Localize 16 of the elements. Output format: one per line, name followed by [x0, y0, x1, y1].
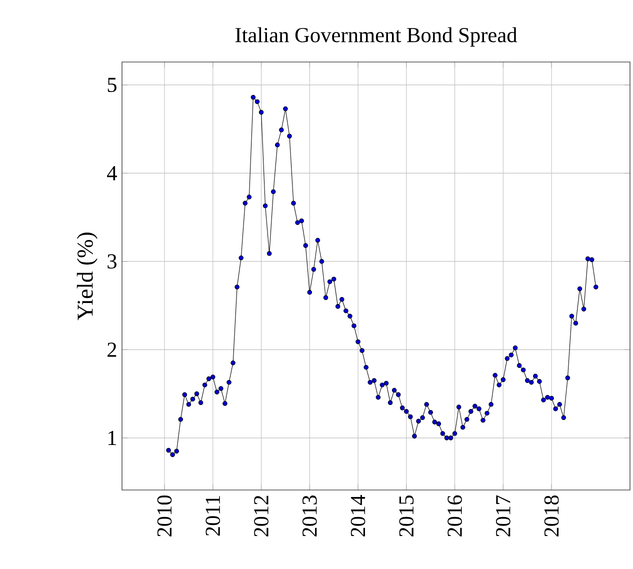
- y-tick-label: 2: [108, 342, 116, 357]
- x-tick-label: 2013: [302, 496, 317, 536]
- x-tick-label: 2014: [350, 495, 366, 536]
- x-tick-label: 2015: [399, 496, 414, 536]
- x-tick-label: 2010: [157, 496, 172, 536]
- x-tick-label: 2016: [448, 495, 462, 536]
- x-tick-label: 2018: [544, 496, 559, 536]
- y-tick-label: 5: [108, 78, 116, 92]
- x-tick-label: 2011: [206, 496, 220, 536]
- x-tick-label: 2017: [496, 495, 510, 536]
- y-tick-label: 3: [108, 254, 116, 269]
- x-tick-label: 2012: [254, 496, 268, 536]
- y-tick-label: 1: [108, 430, 116, 445]
- y-axis-title: Yield (%): [76, 232, 98, 320]
- y-tick-label: 4: [107, 166, 117, 180]
- chart-title: Italian Government Bond Spread: [235, 27, 518, 47]
